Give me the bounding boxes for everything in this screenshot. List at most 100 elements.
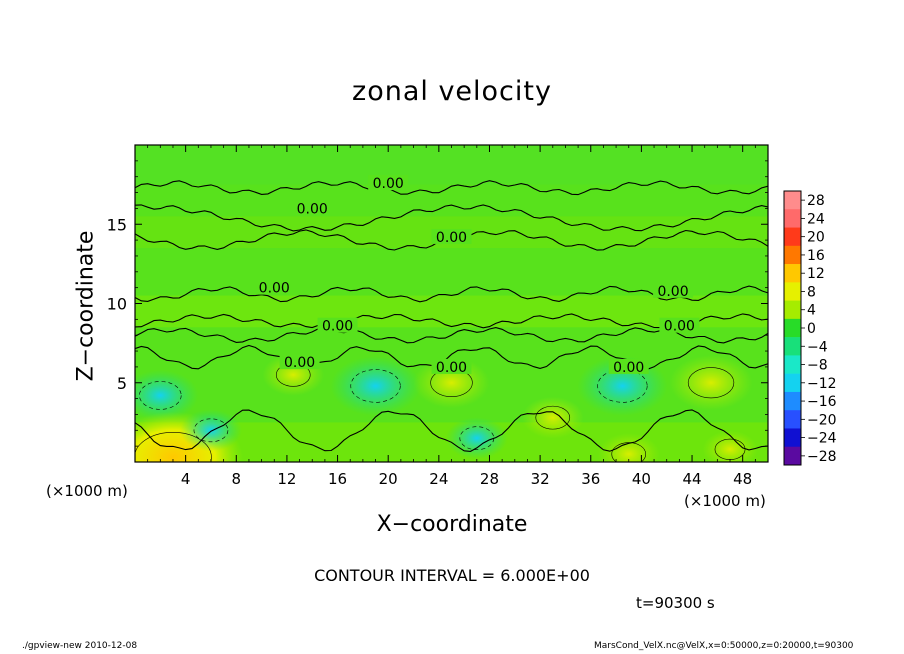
colorbar-label: 16: [807, 248, 825, 264]
colorbar-swatch: [784, 191, 801, 210]
anomaly-contour: [139, 381, 182, 410]
anomaly-contour: [135, 432, 212, 462]
contour-label-bg: [292, 200, 333, 216]
x-tick-label: 44: [682, 470, 701, 488]
contour-label: 0.00: [436, 360, 467, 376]
contour-lines: 0.00 0.00 0.00 0.00 0.00 0.00 0.00 0.00 0.00 0.00: [135, 175, 768, 462]
colorbar-swatch: [784, 373, 801, 393]
x-tick-label: 12: [277, 470, 296, 488]
contour-label: 0.00: [436, 230, 467, 246]
x-tick-label: 16: [328, 470, 347, 488]
zero-contour-line: [135, 409, 768, 452]
x-tick-label: 32: [531, 470, 550, 488]
y-tick-label: 5: [117, 374, 127, 393]
anomaly-contour: [350, 369, 401, 403]
contour-label: 0.00: [613, 360, 644, 376]
colorbar-label: −28: [807, 449, 837, 465]
x-unit-label-right: (×1000 m): [684, 492, 766, 510]
anomaly-contour: [535, 405, 571, 430]
colorbar-swatch: [784, 209, 801, 228]
colorbar-label: 4: [807, 303, 816, 319]
anomaly-contour: [193, 418, 229, 443]
colorbar-swatch: [784, 391, 801, 411]
contour-label-bg: [653, 282, 694, 298]
colorbar-swatch: [784, 355, 801, 374]
contour-label-bg: [608, 358, 649, 374]
x-tick-label: 8: [232, 470, 242, 488]
contour-label: 0.00: [259, 281, 290, 297]
colorbar-label: 24: [807, 211, 825, 227]
contour-label-bg: [431, 228, 472, 244]
zero-contour-line: [135, 180, 768, 196]
contour-label: 0.00: [322, 319, 353, 335]
x-tick-label: 20: [379, 470, 398, 488]
colorbar-label: −8: [807, 358, 828, 374]
x-tick-label: 36: [581, 470, 600, 488]
anomaly-high: [597, 433, 660, 462]
anomaly-contour: [687, 367, 735, 399]
zero-contour-line: [135, 285, 768, 303]
colorbar-swatch: [784, 318, 801, 338]
x-tick-label: 48: [733, 470, 752, 488]
colorbar-swatch: [784, 300, 801, 320]
x-axis-label: X−coordinate: [376, 512, 528, 537]
x-tick-label: 24: [429, 470, 448, 488]
colorbar-swatch: [784, 428, 801, 448]
x-tick-label: 40: [632, 470, 651, 488]
contour-label-bg: [317, 317, 358, 333]
contour-label: 0.00: [284, 355, 315, 371]
colorbar-label: −20: [807, 412, 837, 428]
chart-title: zonal velocity: [352, 76, 552, 107]
colorbar-swatch: [784, 264, 801, 283]
colorbar-swatch: [784, 337, 801, 356]
contour-interval: CONTOUR INTERVAL = 6.000E+00: [314, 566, 590, 585]
colorbar-label: 20: [807, 230, 825, 246]
contour-label: 0.00: [657, 284, 688, 300]
time-stamp: t=90300 s: [636, 594, 715, 612]
colorbar-swatch: [784, 446, 801, 466]
colorbar-label: 12: [807, 266, 825, 282]
anomaly-low: [330, 356, 421, 416]
colorbar-label: 28: [807, 193, 825, 209]
colorbar-swatch: [784, 245, 801, 265]
colorbar-swatch: [784, 282, 801, 301]
shading-band: [135, 145, 768, 185]
zero-contour-line: [135, 344, 768, 370]
anomaly-contour: [611, 442, 647, 462]
colorbar: 28 24 20 16 12 8 4 0 −4 −8 −12 −16 −20 −24 −28: [783, 190, 837, 466]
zero-contour-line: [135, 204, 768, 232]
anomaly-low: [445, 417, 508, 460]
anomaly-low: [180, 409, 242, 452]
colorbar-label: −4: [807, 339, 828, 355]
footer-right: MarsCond_VelX.nc@VelX,x=0:50000,z=0:2000…: [594, 641, 854, 651]
x-unit-label-left: (×1000 m): [46, 482, 128, 500]
y-axis-label: Z−coordinate: [73, 230, 99, 382]
anomaly-high: [521, 396, 584, 439]
contour-label: 0.00: [297, 201, 328, 217]
colorbar-swatch: [784, 410, 801, 429]
colorbar-label: 8: [807, 284, 816, 300]
anomaly-high: [669, 355, 753, 411]
x-tick-label: 4: [181, 470, 191, 488]
contour-label: 0.00: [664, 319, 695, 335]
contour-label-bg: [368, 175, 409, 191]
x-tick-label: 28: [480, 470, 499, 488]
contour-label-bg: [431, 358, 472, 374]
footer-left: ./gpview-new 2010-12-08: [22, 641, 138, 651]
colorbar-label: 0: [807, 321, 816, 337]
colorbar-label: −12: [807, 376, 837, 392]
contour-label-bg: [279, 354, 320, 370]
contour-label: 0.00: [373, 176, 404, 192]
y-tick-label: 15: [107, 215, 127, 234]
anomaly-contour: [597, 369, 648, 403]
plot-background: [135, 145, 768, 462]
colorbar-swatch: [784, 227, 801, 247]
contour-label-bg: [254, 279, 295, 295]
colorbar-label: −16: [807, 394, 837, 410]
colorbar-label: −24: [807, 431, 837, 447]
y-tick-label: 10: [107, 295, 127, 314]
contour-label-bg: [659, 317, 700, 333]
